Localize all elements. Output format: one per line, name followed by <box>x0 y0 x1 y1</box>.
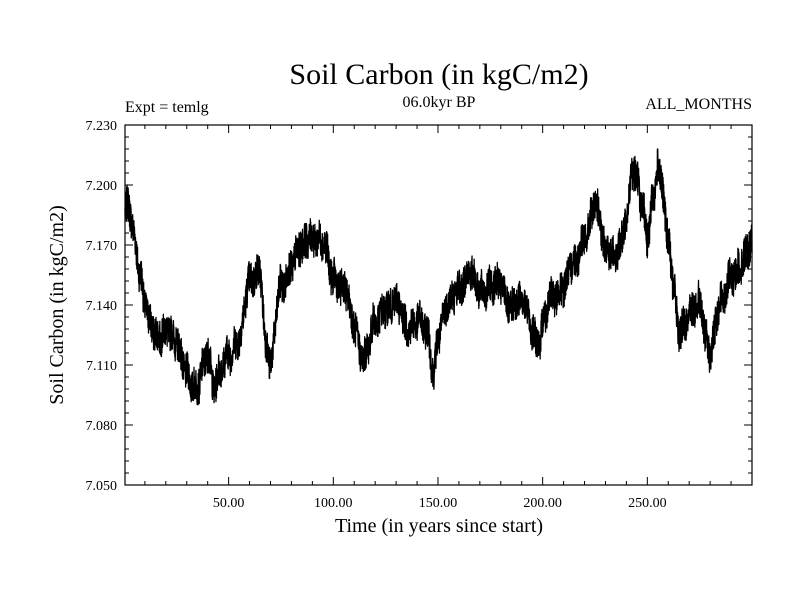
plot-frame <box>124 124 753 486</box>
x-axis-label: Time (in years since start) <box>335 515 543 537</box>
chart-title: Soil Carbon (in kgC/m2) <box>289 58 588 91</box>
x-tick-label: 250.00 <box>628 496 667 511</box>
soil-carbon-series-line <box>124 148 753 406</box>
x-tick-label: 200.00 <box>523 496 562 511</box>
months-label: ALL_MONTHS <box>645 96 752 113</box>
y-tick-label: 7.170 <box>86 239 118 254</box>
experiment-label: Expt = temlg <box>125 99 209 116</box>
x-tick-labels: 50.00 100.00 150.00 200.00 250.00 <box>213 496 667 511</box>
x-tick-label: 50.00 <box>213 496 245 511</box>
y-tick-label: 7.050 <box>86 479 118 494</box>
data-layer <box>124 148 753 406</box>
x-tick-label: 100.00 <box>314 496 353 511</box>
x-tick-label: 150.00 <box>419 496 458 511</box>
y-axis-label: Soil Carbon (in kgC/m2) <box>46 205 68 404</box>
y-tick-label: 7.230 <box>86 119 118 134</box>
tick-layer <box>125 125 752 485</box>
y-tick-label: 7.080 <box>86 419 118 434</box>
period-label: 06.0kyr BP <box>403 94 476 111</box>
y-tick-label: 7.110 <box>86 359 117 374</box>
y-tick-labels: 7.050 7.080 7.110 7.140 7.170 7.200 7.230 <box>86 119 118 494</box>
y-tick-label: 7.140 <box>86 299 118 314</box>
y-tick-label: 7.200 <box>86 179 118 194</box>
